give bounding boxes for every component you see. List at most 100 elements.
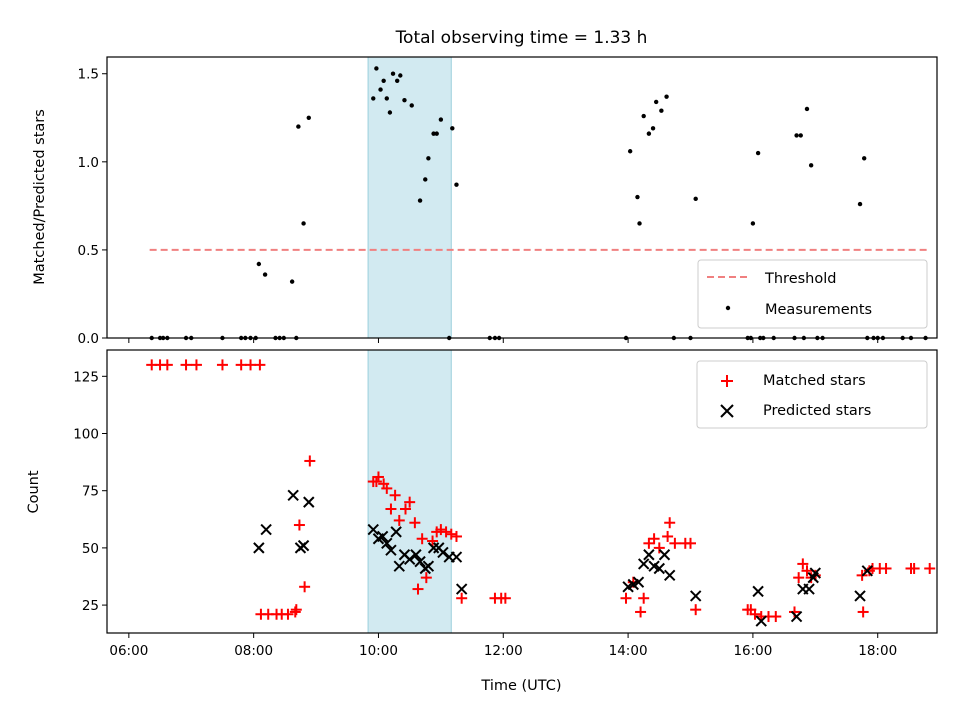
data-point-x [303,496,315,508]
data-point [637,221,642,226]
data-point [857,201,863,207]
data-point-x [437,546,449,559]
x-tick-label: 10:00 [359,643,398,659]
data-point-x [809,567,822,579]
data-point-plus [412,583,424,595]
data-point [262,272,268,277]
data-point-plus [793,572,805,584]
data-point [659,108,664,113]
data-point [398,73,403,78]
data-point-plus [372,471,384,483]
data-point [374,66,379,71]
data-point [381,78,386,83]
data-point [693,196,698,202]
series-predicted-stars [253,489,874,627]
data-point-plus [653,542,665,554]
data-point-plus [456,592,468,604]
bottom-panel-legend-box [696,360,928,429]
data-point-x [450,551,463,563]
data-point-x [790,610,803,623]
data-point [426,156,431,161]
y-tick-label: 100 [73,427,99,443]
data-point-plus [389,489,401,501]
data-point-plus [282,608,294,620]
data-point-x [752,585,764,598]
top-panel-highlight-span [367,56,452,339]
data-point-plus [880,562,892,574]
top-panel-y-axis: 0.0 0.5 1.0 1.5 [78,67,107,347]
data-point-x [253,542,265,554]
data-point [750,221,756,226]
data-point [434,131,439,136]
data-point-x [367,523,379,536]
data-point-x [403,553,416,566]
top-panel-legend-box [697,259,928,329]
data-point [378,87,383,92]
data-point-plus [749,608,761,620]
data-point-plus [400,503,412,515]
bottom-panel-highlight-span [367,349,452,634]
data-point-plus [427,535,439,547]
data-point-plus [235,359,247,371]
data-point [755,150,761,156]
data-point-x [854,590,866,602]
x-tick-label: 12:00 [484,643,523,659]
y-tick-label: 75 [82,484,99,500]
data-point-plus [924,562,936,574]
data-point-x [260,523,272,536]
data-point [641,113,646,119]
data-point [417,198,423,203]
data-point-plus [289,606,301,618]
data-point-plus [664,517,676,529]
data-point-x [287,489,299,501]
data-point-plus [435,524,447,536]
data-point-plus [857,606,869,618]
legend-predicted-x-icon [720,404,734,418]
data-point-x [637,558,650,570]
top-panel-ylabel: Matched/Predicted stars [32,109,48,285]
data-point [798,133,803,138]
top-panel-legend: Threshold Measurements [697,259,928,329]
data-point-plus [254,359,266,371]
data-point-x [381,537,393,550]
data-point-plus [381,482,393,494]
data-point-plus [635,606,647,618]
legend-measurements-dot-icon [725,305,731,311]
data-point-x [390,526,402,538]
data-point-x [393,560,405,572]
data-point-plus [245,359,257,371]
data-point-x [422,560,435,572]
bottom-panel-y-axis: 25 50 75 100 125 [73,369,107,614]
data-point-plus [620,592,632,604]
data-point [390,71,396,76]
data-point [450,126,455,131]
data-point-plus [161,359,173,371]
data-point-x [643,549,655,561]
data-point-x [376,530,389,543]
data-point-plus [216,359,228,371]
data-point-plus [648,533,660,545]
data-point [394,78,400,83]
data-point-x [414,555,426,568]
data-point-x [385,544,397,556]
data-point [409,103,414,108]
data-point [387,110,393,115]
data-point [289,279,295,284]
top-panel-frame [106,56,938,339]
x-tick-label: 06:00 [109,643,148,659]
x-axis-label: Time (UTC) [480,678,561,694]
data-point-x [410,549,422,561]
data-point [402,97,407,103]
data-point-plus [445,528,457,540]
data-point-plus [440,526,452,538]
data-point-plus [393,514,405,526]
data-point-plus [797,558,809,570]
x-tick-label: 14:00 [609,643,648,659]
data-point [861,156,867,161]
legend-threshold-label: Threshold [764,271,836,287]
data-point [431,131,436,136]
data-point [454,182,459,187]
data-point-x [689,590,702,602]
